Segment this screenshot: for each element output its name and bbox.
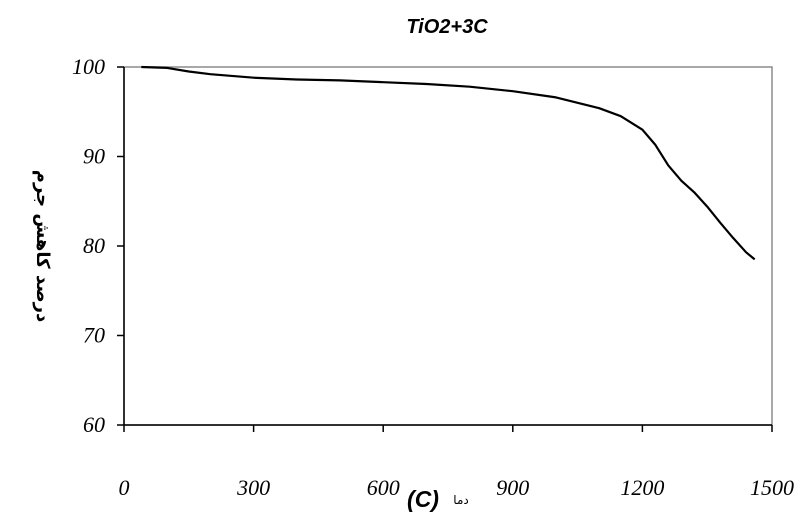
y-axis-label: درصد کاهش جرم xyxy=(32,170,53,322)
x-tick-label: 600 xyxy=(367,475,400,500)
x-tick-label: 0 xyxy=(119,475,130,500)
x-axis-word: دما xyxy=(453,493,468,507)
x-tick-label: 1200 xyxy=(620,475,664,500)
x-axis-label: (C) دما xyxy=(407,486,469,512)
x-tick-label: 300 xyxy=(236,475,270,500)
x-tick-label: 900 xyxy=(496,475,529,500)
y-tick-label: 100 xyxy=(72,54,105,79)
y-tick-label: 80 xyxy=(83,233,105,258)
x-axis-unit: (C) xyxy=(407,486,439,512)
chart-title: TiO2+3C xyxy=(406,16,488,38)
y-axis-ticks: 60 70 80 90 100 xyxy=(72,54,124,437)
y-tick-label: 90 xyxy=(83,144,105,169)
x-axis-ticks: 0 300 600 900 1200 1500 xyxy=(119,425,794,500)
plot-area-frame xyxy=(123,66,773,426)
x-tick-label: 1500 xyxy=(750,475,794,500)
series-line-mass-loss xyxy=(141,65,756,261)
y-tick-label: 70 xyxy=(83,323,105,348)
y-tick-label: 60 xyxy=(83,412,105,437)
